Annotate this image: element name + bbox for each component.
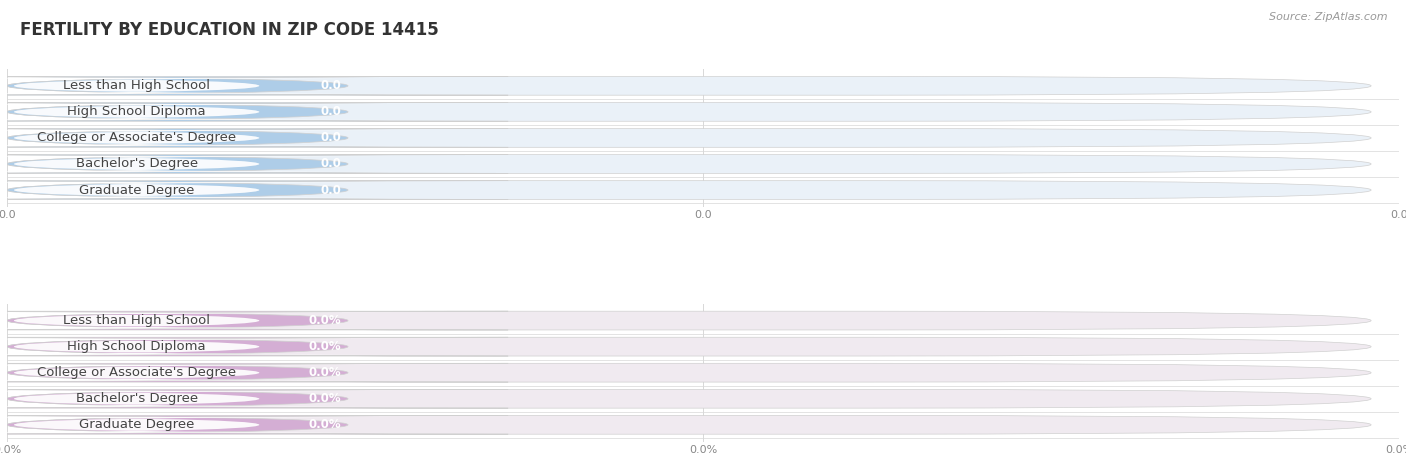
FancyBboxPatch shape <box>0 78 434 94</box>
Text: 0.0: 0.0 <box>321 79 342 92</box>
Text: 0.0%: 0.0% <box>308 366 342 379</box>
Text: Source: ZipAtlas.com: Source: ZipAtlas.com <box>1270 12 1388 22</box>
FancyBboxPatch shape <box>0 337 508 356</box>
FancyBboxPatch shape <box>0 103 508 121</box>
FancyBboxPatch shape <box>7 311 1371 330</box>
Text: 0.0: 0.0 <box>321 183 342 197</box>
FancyBboxPatch shape <box>0 391 434 407</box>
FancyBboxPatch shape <box>7 363 1371 382</box>
Text: 0.0%: 0.0% <box>308 392 342 405</box>
Text: 0.0: 0.0 <box>321 158 342 171</box>
Text: 0.0: 0.0 <box>321 105 342 118</box>
FancyBboxPatch shape <box>0 76 508 95</box>
FancyBboxPatch shape <box>0 390 508 408</box>
FancyBboxPatch shape <box>0 313 434 329</box>
Text: 0.0%: 0.0% <box>308 340 342 353</box>
Text: High School Diploma: High School Diploma <box>67 340 205 353</box>
FancyBboxPatch shape <box>0 417 434 433</box>
FancyBboxPatch shape <box>0 311 508 330</box>
FancyBboxPatch shape <box>7 180 1371 200</box>
FancyBboxPatch shape <box>0 104 434 120</box>
FancyBboxPatch shape <box>7 129 1371 147</box>
FancyBboxPatch shape <box>0 154 508 173</box>
Text: Less than High School: Less than High School <box>63 314 209 327</box>
Text: Less than High School: Less than High School <box>63 79 209 92</box>
FancyBboxPatch shape <box>0 363 508 382</box>
FancyBboxPatch shape <box>0 180 508 200</box>
FancyBboxPatch shape <box>7 154 1371 173</box>
Text: 0.0: 0.0 <box>321 132 342 144</box>
Text: 0.0%: 0.0% <box>308 314 342 327</box>
FancyBboxPatch shape <box>0 129 508 147</box>
Text: Bachelor's Degree: Bachelor's Degree <box>76 158 198 171</box>
FancyBboxPatch shape <box>0 182 434 198</box>
FancyBboxPatch shape <box>0 156 434 172</box>
FancyBboxPatch shape <box>7 103 1371 121</box>
Text: Bachelor's Degree: Bachelor's Degree <box>76 392 198 405</box>
Text: College or Associate's Degree: College or Associate's Degree <box>37 366 236 379</box>
FancyBboxPatch shape <box>7 337 1371 356</box>
FancyBboxPatch shape <box>0 130 434 146</box>
FancyBboxPatch shape <box>7 390 1371 408</box>
FancyBboxPatch shape <box>0 365 434 380</box>
Text: Graduate Degree: Graduate Degree <box>79 183 194 197</box>
Text: Graduate Degree: Graduate Degree <box>79 418 194 431</box>
FancyBboxPatch shape <box>0 339 434 354</box>
Text: 0.0%: 0.0% <box>308 418 342 431</box>
FancyBboxPatch shape <box>7 76 1371 95</box>
FancyBboxPatch shape <box>0 416 508 434</box>
FancyBboxPatch shape <box>7 416 1371 434</box>
Text: College or Associate's Degree: College or Associate's Degree <box>37 132 236 144</box>
Text: High School Diploma: High School Diploma <box>67 105 205 118</box>
Text: FERTILITY BY EDUCATION IN ZIP CODE 14415: FERTILITY BY EDUCATION IN ZIP CODE 14415 <box>20 21 439 39</box>
